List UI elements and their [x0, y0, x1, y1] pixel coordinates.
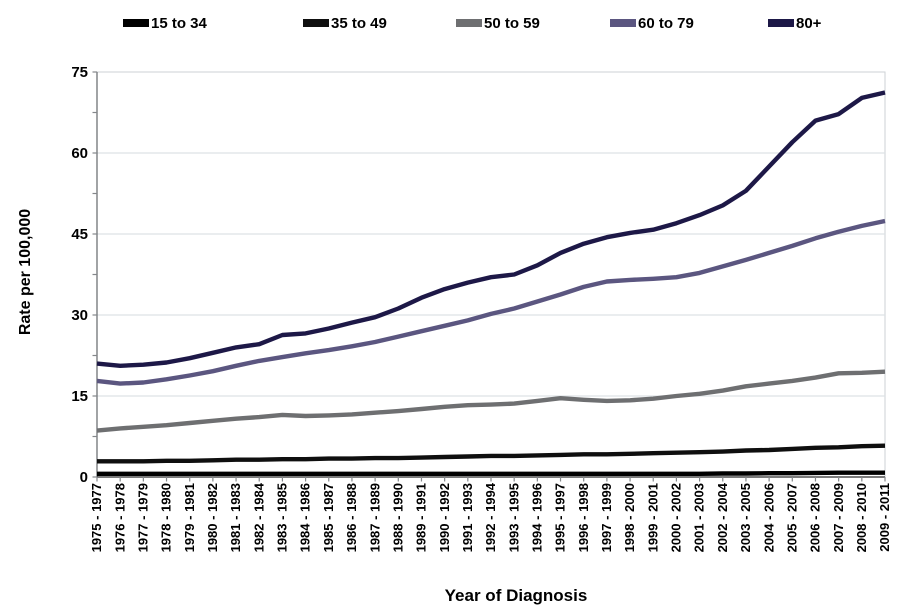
x-tick-label: 1990 - 1992 — [437, 483, 452, 552]
legend-item-60-79: 60 to 79 — [610, 13, 694, 33]
x-tick-label: 1989 - 1991 — [414, 483, 429, 552]
x-tick-label: 1979 - 1981 — [182, 483, 197, 552]
x-tick-label: 1982 - 1984 — [251, 482, 266, 552]
series-line-60-to-79 — [96, 218, 886, 386]
x-tick-label: 1985 - 1987 — [321, 483, 336, 552]
x-tick-label: 2002 - 2004 — [715, 482, 730, 552]
legend-label-50-59: 50 to 59 — [484, 14, 540, 32]
series-line-15-to-34 — [97, 470, 885, 476]
plot-border — [96, 71, 886, 478]
series-group — [96, 90, 886, 476]
x-tick-label: 1975 - 1977 — [89, 483, 104, 552]
x-tick-label: 2006 - 2008 — [808, 483, 823, 552]
legend-item-80plus: 80+ — [768, 13, 821, 33]
legend-swatch-35-49 — [303, 19, 329, 27]
tick-labels-group: 0 15 30 45 60 75 1975 - 1977 1976 - 1978 1977 - … — [71, 64, 892, 552]
x-tick-label: 1993 - 1995 — [506, 483, 521, 552]
x-tick-label: 2005 - 2007 — [784, 483, 799, 552]
gridlines-group — [96, 71, 886, 478]
x-axis-title: Year of Diagnosis — [445, 586, 588, 605]
x-tick-label: 1984 - 1986 — [298, 483, 313, 552]
x-tick-label: 2004 - 2006 — [761, 483, 776, 552]
series-line-35-to-49 — [97, 443, 886, 464]
legend-swatch-50-59 — [456, 19, 482, 27]
x-tick-label: 1987 - 1989 — [367, 483, 382, 552]
series-line-80plus — [96, 90, 886, 368]
y-axis-title: Rate per 100,000 — [17, 209, 34, 335]
legend-swatch-80plus — [768, 19, 794, 27]
x-tick-label: 2000 - 2002 — [669, 483, 684, 552]
legend-label-80plus: 80+ — [796, 14, 822, 32]
legend-label-60-79: 60 to 79 — [638, 14, 694, 32]
x-tick-label: 1977 - 1979 — [136, 483, 151, 552]
legend-item-15-34: 15 to 34 — [123, 13, 207, 33]
x-tick-label: 1988 - 1990 — [390, 483, 405, 552]
x-tick-label: 2008 - 2010 — [854, 483, 869, 552]
legend-label-35-49: 35 to 49 — [331, 14, 387, 32]
y-tick-label: 60 — [71, 145, 88, 162]
y-tick-label: 15 — [71, 388, 88, 405]
x-tick-label: 1998 - 2000 — [622, 483, 637, 552]
y-tick-label: 75 — [71, 64, 88, 81]
x-tick-label: 1996 - 1998 — [576, 483, 591, 552]
legend-item-50-59: 50 to 59 — [456, 13, 540, 33]
y-tick-label: 30 — [71, 307, 88, 324]
x-tick-label: 1997 - 1999 — [599, 483, 614, 552]
x-tick-label: 1978 - 1980 — [159, 483, 174, 552]
x-tick-label: 2009 - 2011 — [877, 483, 892, 552]
series-line-50-to-59 — [96, 369, 886, 433]
x-tick-label: 1976 - 1978 — [112, 483, 127, 552]
x-tick-label: 1999 - 2001 — [645, 483, 660, 552]
legend-label-15-34: 15 to 34 — [151, 14, 207, 32]
x-tick-label: 1981 - 1983 — [228, 483, 243, 552]
x-tick-label: 1995 - 1997 — [553, 483, 568, 552]
x-tick-label: 1983 - 1985 — [275, 483, 290, 552]
axes-group — [92, 71, 886, 482]
y-tick-label: 0 — [80, 469, 88, 486]
legend-item-35-49: 35 to 49 — [303, 13, 387, 33]
y-tick-label: 45 — [71, 226, 88, 243]
x-tick-label: 1991 - 1993 — [460, 483, 475, 552]
x-tick-label: 1980 - 1982 — [205, 483, 220, 552]
x-tick-label: 1986 - 1988 — [344, 483, 359, 552]
x-tick-label: 2007 - 2009 — [831, 483, 846, 552]
x-tick-label: 1992 - 1994 — [483, 482, 498, 552]
x-tick-label: 2003 - 2005 — [738, 483, 753, 552]
legend-swatch-60-79 — [610, 19, 636, 27]
legend-swatch-15-34 — [123, 19, 149, 27]
x-tick-label: 1994 - 1996 — [530, 483, 545, 552]
legend: 15 to 34 35 to 49 50 to 59 60 to 79 80+ — [0, 0, 900, 40]
x-tick-label: 2001 - 2003 — [692, 483, 707, 552]
